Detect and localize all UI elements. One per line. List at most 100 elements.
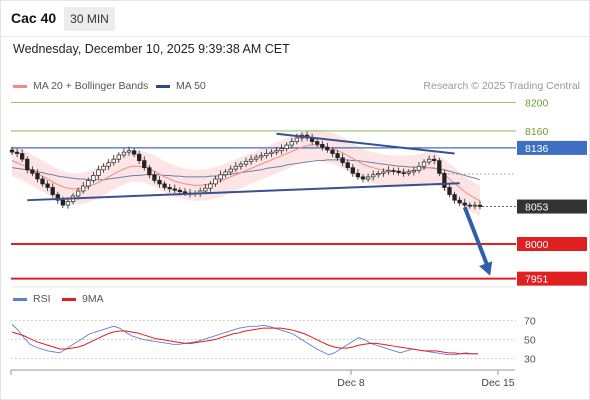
candle-body <box>401 172 406 174</box>
candle <box>350 164 355 177</box>
candle-body <box>106 162 111 167</box>
candle-body <box>223 171 228 176</box>
candle-body <box>254 156 259 160</box>
candle-body <box>467 204 472 207</box>
ma50-swatch <box>156 84 170 88</box>
candle <box>371 170 376 181</box>
candle-body <box>411 170 417 173</box>
candle <box>121 148 127 158</box>
candle <box>264 149 269 159</box>
rsi-label: RSI <box>33 293 51 305</box>
candle-body <box>96 169 101 176</box>
candle-body <box>172 188 177 191</box>
legend-ma20: MA 20 + Bollinger Bands <box>13 80 148 92</box>
trendline-lower <box>27 182 460 202</box>
candle <box>365 173 371 182</box>
ma9-label: 9MA <box>82 293 104 305</box>
arrow-shaft <box>462 206 491 269</box>
candle-body <box>60 199 66 206</box>
rsi-pane: 70 50 30 <box>11 316 536 366</box>
candle <box>167 183 172 193</box>
candle-body <box>472 204 478 207</box>
candle <box>391 167 396 175</box>
candle <box>208 181 213 192</box>
x-tick-label: Dec 8 <box>337 377 365 389</box>
candle-body <box>9 149 15 153</box>
candle-body <box>452 194 457 201</box>
candle-body <box>355 172 361 178</box>
candle <box>40 176 45 187</box>
candle <box>203 183 208 194</box>
candle <box>20 149 25 163</box>
candle-body <box>81 185 86 192</box>
candle <box>432 154 437 165</box>
candle <box>279 144 284 155</box>
candle-body <box>284 144 289 149</box>
candle <box>345 159 350 171</box>
support-box <box>517 271 587 286</box>
rsi-tick-label: 70 <box>524 316 536 328</box>
candle <box>131 147 137 158</box>
candle-body <box>208 183 213 189</box>
candle-body <box>35 172 40 180</box>
candle <box>254 154 259 163</box>
candle-body <box>294 137 300 142</box>
candle <box>330 147 335 158</box>
candle-body <box>116 154 121 160</box>
candle-body <box>457 199 462 204</box>
credit-text: Research © 2025 Trading Central <box>423 80 580 92</box>
candle-body <box>111 158 116 164</box>
ma50-line <box>11 159 481 181</box>
candle <box>142 156 147 171</box>
candle <box>14 148 20 158</box>
bollinger-band <box>12 129 480 217</box>
candle-body <box>65 201 71 206</box>
trendline-upper <box>276 132 455 155</box>
candle <box>35 169 40 183</box>
candle <box>96 165 101 179</box>
timeframe-button[interactable]: 30 MIN <box>64 7 115 31</box>
candle-body <box>325 146 330 151</box>
timestamp: Wednesday, December 10, 2025 9:39:38 AM … <box>13 42 290 56</box>
current-price-box <box>517 199 587 214</box>
candle <box>335 150 340 161</box>
candle-body <box>406 171 411 174</box>
candle-body <box>50 187 55 195</box>
level-7951: 7951 <box>11 271 587 286</box>
candle-body <box>157 180 162 185</box>
candle <box>386 166 391 175</box>
candle <box>50 183 55 198</box>
candle-body <box>25 158 30 171</box>
resistance-label: 8160 <box>525 126 549 138</box>
candle-body <box>86 180 91 187</box>
x-axis: Dec 8 Dec 15 <box>10 369 515 389</box>
rsi-line <box>11 324 478 356</box>
candle <box>325 142 330 153</box>
candle-body <box>55 194 60 201</box>
candle <box>426 155 432 165</box>
support-box <box>517 237 587 252</box>
candle <box>243 157 249 167</box>
candle <box>457 196 462 206</box>
candle <box>269 149 274 158</box>
candle <box>223 169 228 178</box>
rsi-tick-label: 30 <box>524 354 536 366</box>
candle-body <box>391 170 396 172</box>
candle <box>442 169 447 191</box>
candle <box>452 191 457 204</box>
candle <box>315 138 320 148</box>
candle <box>396 167 401 176</box>
candle-body <box>238 163 244 167</box>
candle-body <box>126 150 132 153</box>
candle-body <box>376 172 381 176</box>
candle <box>421 159 427 170</box>
candle <box>355 169 361 180</box>
candle-body <box>274 150 279 153</box>
candle <box>320 140 325 151</box>
candle <box>472 201 478 210</box>
candle <box>416 162 422 174</box>
candle-body <box>360 176 366 180</box>
candle-body <box>386 170 391 173</box>
candle-body <box>91 175 96 181</box>
